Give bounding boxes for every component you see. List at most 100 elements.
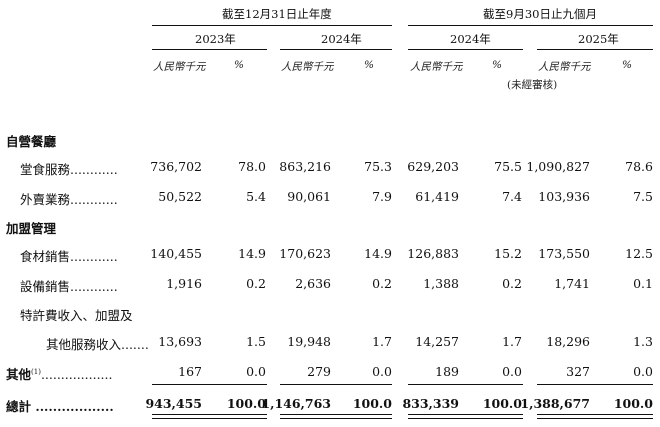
total-double-line-2a [280, 414, 392, 415]
year-2025-interim: 2025年 [578, 32, 619, 46]
table-cell: 1.7 [372, 334, 392, 349]
table-cell: 1,388,677 [520, 396, 590, 411]
table-cell: 189 [435, 364, 459, 379]
table-cell: 170,623 [279, 246, 331, 261]
row-label-franchise-fee-line2: 其他服務收入....... [46, 337, 149, 352]
table-cell: 1.5 [246, 334, 266, 349]
row-label-franchise-fee-line1: 特許費收入、加盟及 [20, 308, 133, 323]
unit-pct-1: % [234, 59, 244, 71]
subtotal-line-1 [152, 384, 267, 385]
table-cell: 0.2 [502, 276, 522, 291]
row-label-others: 其他(1).................. [6, 364, 112, 383]
table-cell: 1,916 [166, 276, 202, 291]
table-cell: 167 [178, 364, 202, 379]
table-cell: 14,257 [415, 334, 459, 349]
subtotal-line-4 [537, 384, 653, 385]
table-cell: 103,936 [538, 189, 590, 204]
table-cell: 173,550 [538, 246, 590, 261]
table-cell: 0.0 [502, 364, 522, 379]
table-cell: 7.9 [372, 189, 392, 204]
table-cell: 12.5 [625, 246, 653, 261]
unit-amount-2: 人民幣千元 [281, 61, 334, 73]
year-underline-1 [152, 49, 267, 50]
total-double-line-3a [408, 414, 523, 415]
table-cell: 18,296 [546, 334, 590, 349]
table-cell: 126,883 [407, 246, 459, 261]
table-cell: 0.0 [633, 364, 653, 379]
unit-amount-4: 人民幣千元 [538, 61, 591, 73]
total-double-line-1a [152, 414, 267, 415]
unit-pct-4: % [622, 59, 632, 71]
unit-pct-2: % [364, 59, 374, 71]
table-cell: 629,203 [407, 159, 459, 174]
table-cell: 736,702 [150, 159, 202, 174]
header-group2-underline [408, 25, 653, 26]
row-label-dine-in: 堂食服務............ [20, 162, 118, 177]
unit-pct-3: % [492, 59, 502, 71]
table-cell: 1,388 [423, 276, 459, 291]
table-cell: 833,339 [402, 396, 459, 411]
table-cell: 75.5 [494, 159, 522, 174]
row-label-delivery: 外賣業務............ [20, 192, 118, 207]
table-cell: 75.3 [364, 159, 392, 174]
total-double-line-4b [537, 418, 653, 419]
table-cell: 90,061 [287, 189, 331, 204]
section-franchise: 加盟管理 [6, 221, 57, 236]
table-cell: 1,090,827 [526, 159, 590, 174]
table-cell: 100.0 [613, 396, 653, 411]
year-2023: 2023年 [195, 32, 236, 46]
table-cell: 61,419 [415, 189, 459, 204]
section-self-operated: 自營餐廳 [6, 134, 57, 149]
table-cell: 279 [307, 364, 331, 379]
table-cell: 1.3 [633, 334, 653, 349]
subtotal-line-2 [280, 384, 392, 385]
table-cell: 1,146,763 [261, 396, 331, 411]
table-cell: 50,522 [158, 189, 202, 204]
table-cell: 0.0 [246, 364, 266, 379]
year-underline-4 [537, 49, 653, 50]
total-double-line-3b [408, 418, 523, 419]
row-label-others-text: 其他 [6, 367, 32, 382]
subtotal-line-3 [408, 384, 523, 385]
year-2024-interim: 2024年 [450, 32, 491, 46]
unit-amount-1: 人民幣千元 [153, 61, 206, 73]
header-group1-underline [152, 25, 392, 26]
table-cell: 7.5 [633, 189, 653, 204]
table-cell: 100.0 [352, 396, 392, 411]
table-cell: 0.2 [246, 276, 266, 291]
table-cell: 327 [566, 364, 590, 379]
table-cell: 2,636 [295, 276, 331, 291]
table-cell: 14.9 [238, 246, 266, 261]
table-cell: 0.2 [372, 276, 392, 291]
unaudited-note: (未經審核) [507, 79, 558, 91]
table-cell: 78.0 [238, 159, 266, 174]
table-cell: 13,693 [158, 334, 202, 349]
table-cell: 100.0 [226, 396, 266, 411]
row-label-others-dots: .................. [40, 367, 113, 382]
table-cell: 140,455 [150, 246, 202, 261]
table-cell: 1,741 [554, 276, 590, 291]
table-cell: 0.1 [633, 276, 653, 291]
header-group2-title: 截至9月30日止九個月 [483, 7, 597, 21]
year-underline-2 [280, 49, 392, 50]
year-2024-annual: 2024年 [321, 32, 362, 46]
table-cell: 5.4 [246, 189, 266, 204]
footnote-marker: (1) [31, 367, 41, 376]
table-cell: 100.0 [482, 396, 522, 411]
table-cell: 15.2 [494, 246, 522, 261]
row-label-food-sales: 食材銷售............ [20, 249, 118, 264]
row-label-total: 總計 .................. [6, 399, 114, 414]
table-cell: 0.0 [372, 364, 392, 379]
year-underline-3 [408, 49, 523, 50]
table-cell: 863,216 [279, 159, 331, 174]
table-cell: 1.7 [502, 334, 522, 349]
table-cell: 78.6 [625, 159, 653, 174]
table-cell: 19,948 [287, 334, 331, 349]
total-double-line-4a [537, 414, 653, 415]
row-label-equipment-sales: 設備銷售............ [20, 279, 118, 294]
table-cell: 14.9 [364, 246, 392, 261]
header-group1-title: 截至12月31日止年度 [222, 7, 332, 21]
unit-amount-3: 人民幣千元 [410, 61, 463, 73]
table-cell: 943,455 [145, 396, 202, 411]
total-double-line-2b [280, 418, 392, 419]
